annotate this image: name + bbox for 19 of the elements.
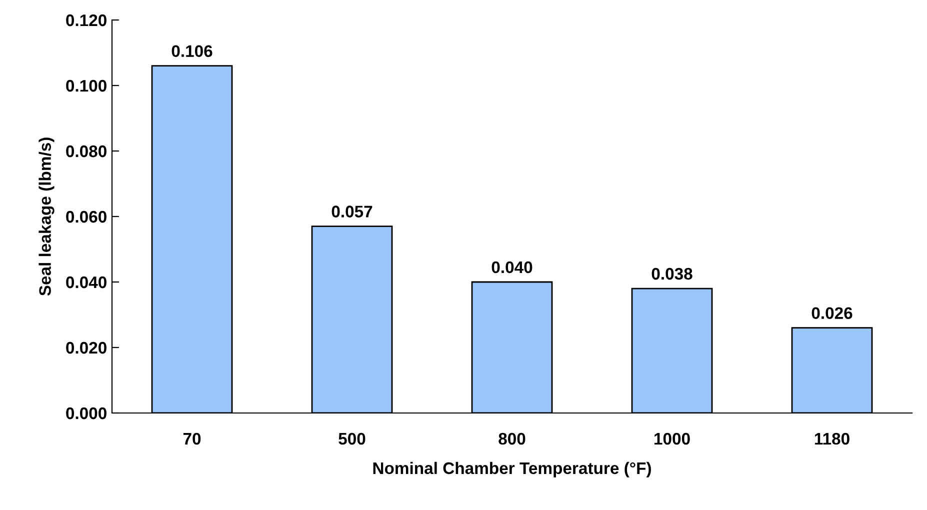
y-tick-label: 0.120 bbox=[66, 14, 106, 26]
x-tick-label: 500 bbox=[338, 432, 366, 445]
y-axis-title: Seal leakage (lbm/s) bbox=[38, 138, 54, 296]
data-label: 0.040 bbox=[492, 261, 532, 274]
y-tick-label: 0.040 bbox=[66, 276, 106, 288]
data-label: 0.106 bbox=[172, 45, 212, 57]
y-tick-label: 0.000 bbox=[66, 407, 106, 420]
data-label: 0.057 bbox=[332, 206, 372, 218]
y-tick-label: 0.060 bbox=[66, 210, 106, 223]
x-tick-label: 1180 bbox=[814, 432, 850, 445]
data-label: 0.038 bbox=[652, 268, 692, 280]
x-tick-label: 70 bbox=[183, 432, 201, 445]
x-tick-label: 800 bbox=[498, 432, 526, 445]
y-tick-label: 0.020 bbox=[66, 342, 106, 354]
y-tick-label: 0.100 bbox=[66, 80, 106, 92]
x-axis-title: Nominal Chamber Temperature (°F) bbox=[373, 462, 651, 478]
x-tick-label: 1000 bbox=[654, 432, 690, 445]
data-label: 0.026 bbox=[812, 307, 852, 319]
y-tick-label: 0.080 bbox=[66, 145, 106, 158]
